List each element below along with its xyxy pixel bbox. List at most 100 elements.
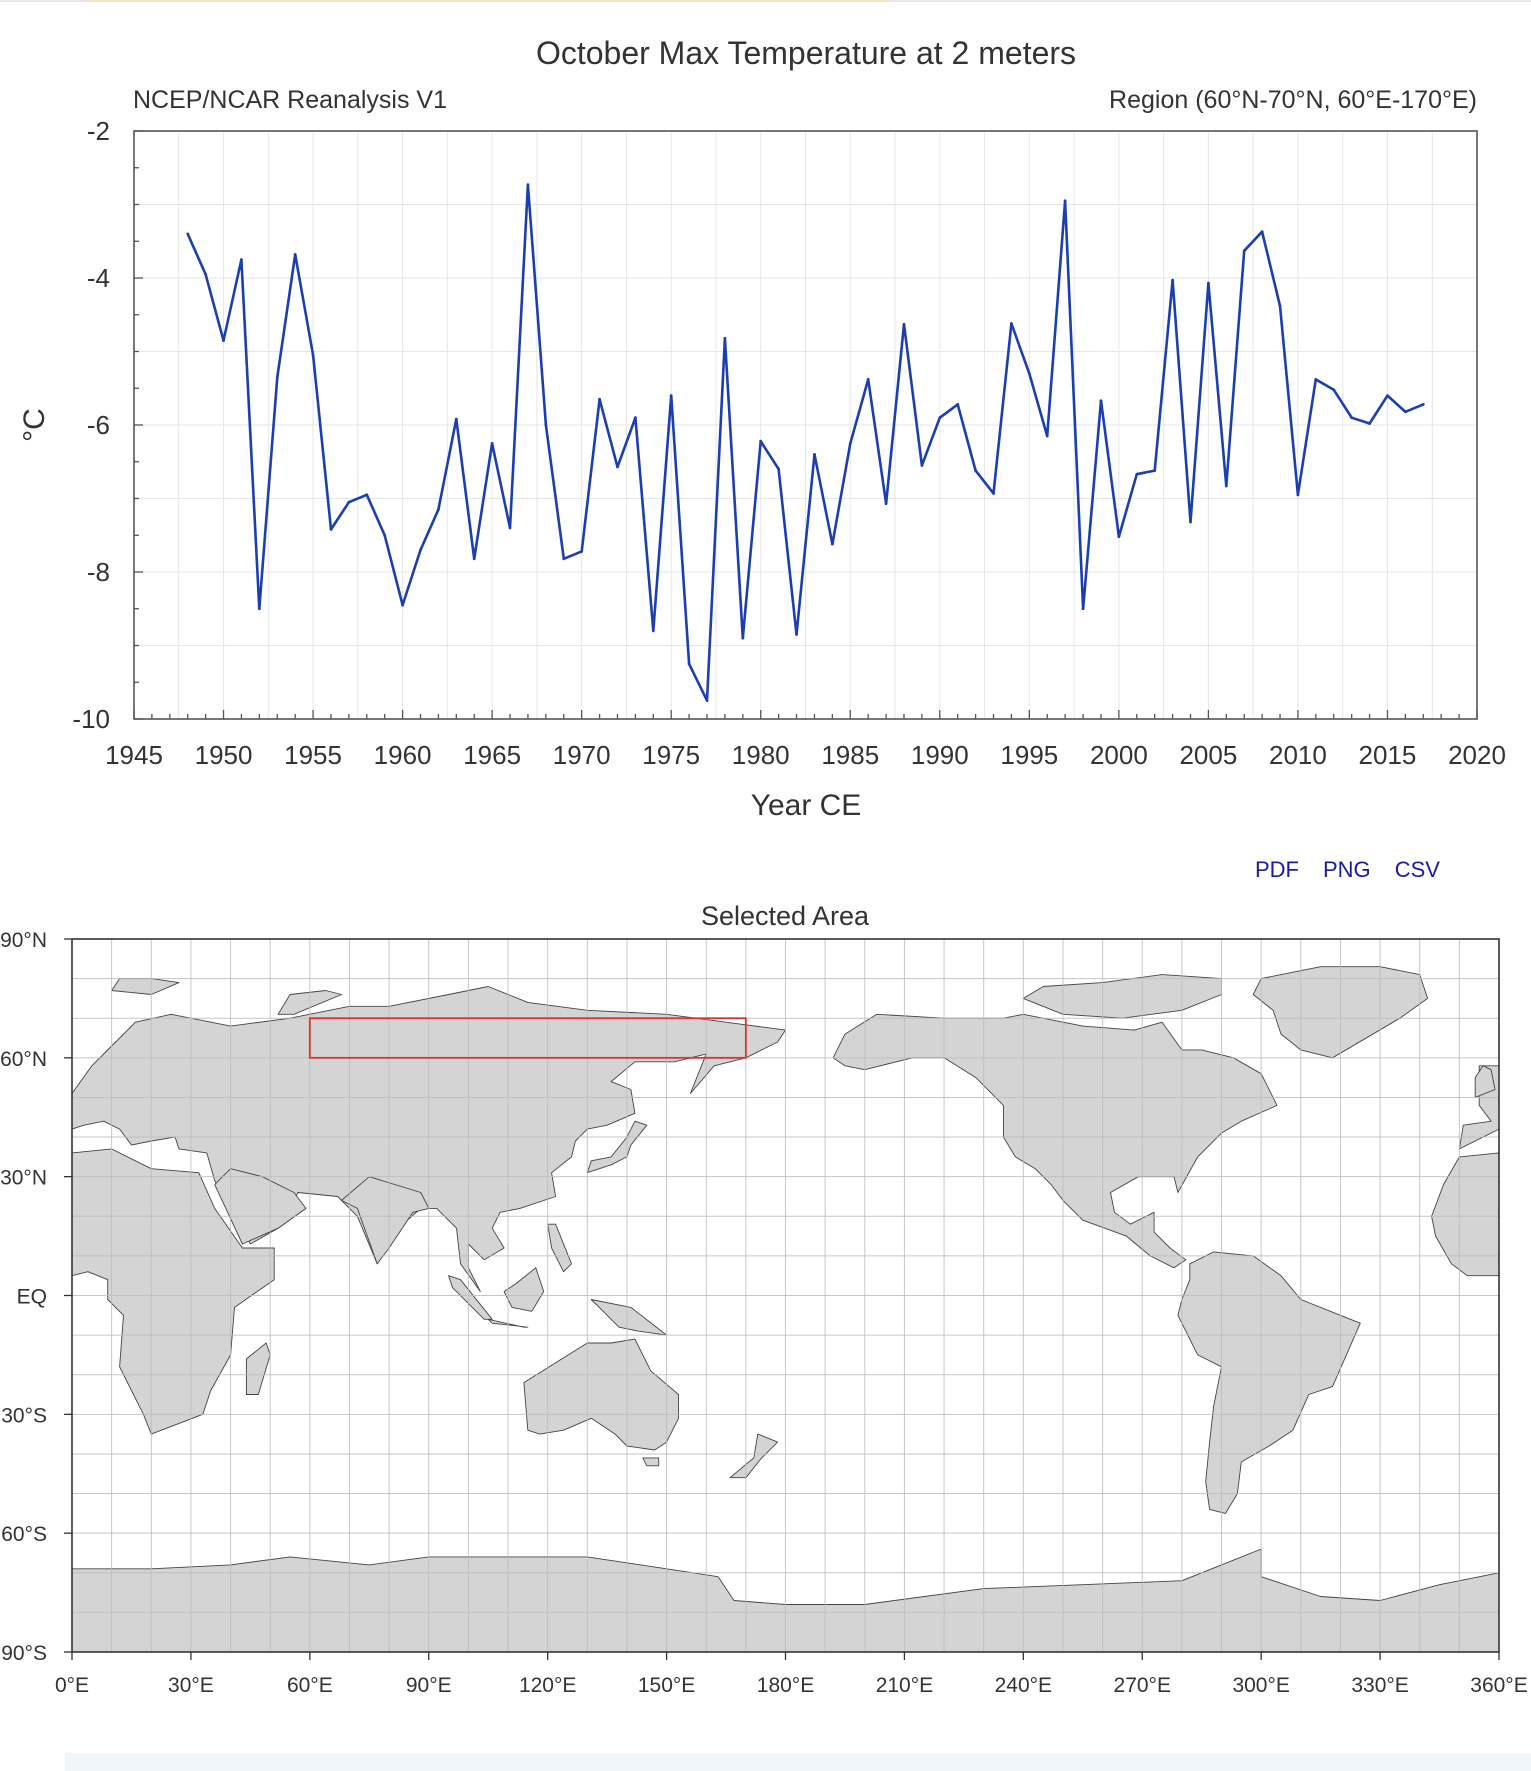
data-point bbox=[311, 353, 315, 357]
data-point bbox=[293, 253, 297, 256]
landmass-africa bbox=[71, 1148, 275, 1435]
landmass-antarctica bbox=[71, 1548, 1500, 1653]
landmass-philippines bbox=[547, 1223, 572, 1273]
data-point bbox=[1403, 410, 1407, 414]
data-point bbox=[1117, 535, 1121, 539]
landmass-uk bbox=[1474, 1065, 1496, 1098]
data-point bbox=[1314, 378, 1318, 381]
data-point bbox=[992, 491, 995, 495]
download-png-link[interactable]: PNG bbox=[1323, 857, 1371, 882]
data-point bbox=[616, 465, 619, 469]
data-point bbox=[419, 548, 422, 552]
series-line bbox=[186, 183, 1424, 702]
landmass-newguinea bbox=[590, 1299, 668, 1336]
data-point bbox=[240, 258, 243, 262]
longitude-label: 60°E bbox=[287, 1674, 333, 1697]
y-tick-label: -10 bbox=[72, 704, 110, 734]
data-point bbox=[813, 453, 816, 456]
x-axis-tick-labels: 1945 1950 1955 1960 1965 1970 1975 1980 1985 1990… bbox=[105, 740, 1506, 770]
data-point bbox=[598, 397, 601, 401]
longitude-label: 30°E bbox=[168, 1674, 214, 1697]
data-point bbox=[454, 417, 458, 421]
latitude-label: 90°S bbox=[1, 1642, 47, 1665]
bottom-panel bbox=[65, 1753, 1531, 1771]
download-pdf-link[interactable]: PDF bbox=[1255, 857, 1299, 882]
x-axis-label: Year CE bbox=[751, 789, 862, 822]
x-tick-label: 1965 bbox=[463, 740, 521, 770]
x-tick-label: 2005 bbox=[1179, 740, 1237, 770]
data-point bbox=[490, 441, 494, 445]
series-points bbox=[186, 183, 1425, 703]
landmass-sumatra bbox=[448, 1275, 493, 1320]
longitude-label: 300°E bbox=[1232, 1674, 1289, 1697]
line-chart: October Max Temperature at 2 meters NCEP… bbox=[18, 35, 1506, 822]
data-point bbox=[222, 339, 225, 342]
chart-subtitle-left: NCEP/NCAR Reanalysis V1 bbox=[133, 86, 447, 114]
landmass-india bbox=[341, 1176, 430, 1265]
data-point bbox=[186, 232, 190, 236]
data-point bbox=[1421, 403, 1425, 406]
data-point bbox=[1010, 322, 1013, 325]
map-frame bbox=[71, 938, 1500, 1653]
longitude-label: 270°E bbox=[1114, 1674, 1171, 1697]
axis-ticks bbox=[133, 130, 1478, 720]
longitude-label: 120°E bbox=[519, 1674, 576, 1697]
map-landmasses bbox=[71, 966, 1500, 1653]
data-point bbox=[1135, 472, 1139, 476]
top-accent-bar bbox=[85, 0, 890, 2]
latitude-label: 60°N bbox=[0, 1048, 47, 1071]
data-point bbox=[1242, 249, 1246, 253]
x-tick-label: 1975 bbox=[642, 740, 700, 770]
data-point bbox=[580, 550, 584, 553]
chart-title: October Max Temperature at 2 meters bbox=[536, 35, 1076, 71]
x-tick-label: 2000 bbox=[1090, 740, 1148, 770]
landmass-greenland bbox=[1252, 966, 1429, 1059]
landmass-madagascar bbox=[245, 1342, 271, 1395]
data-point bbox=[1099, 399, 1103, 403]
longitude-label: 150°E bbox=[638, 1674, 695, 1697]
landmass-europe-west bbox=[1458, 1065, 1500, 1150]
data-point bbox=[687, 662, 691, 666]
data-point bbox=[1332, 388, 1336, 392]
landmass-africa-east bbox=[1431, 1152, 1500, 1277]
longitude-label: 180°E bbox=[757, 1674, 814, 1697]
data-point bbox=[1386, 394, 1389, 397]
y-tick-label: -8 bbox=[87, 557, 110, 587]
data-point bbox=[795, 633, 798, 636]
data-point bbox=[669, 394, 673, 397]
data-point bbox=[472, 557, 476, 561]
latitude-label: 60°S bbox=[1, 1523, 47, 1546]
x-tick-label: 1980 bbox=[732, 740, 790, 770]
x-tick-label: 1945 bbox=[105, 740, 163, 770]
latitude-label: 30°S bbox=[1, 1404, 47, 1427]
landmass-tasmania bbox=[642, 1457, 660, 1467]
landmass-svalbard bbox=[111, 978, 180, 995]
download-csv-link[interactable]: CSV bbox=[1394, 857, 1440, 882]
x-tick-label: 1970 bbox=[553, 740, 611, 770]
y-axis-label: °C bbox=[18, 408, 51, 442]
data-point bbox=[562, 557, 566, 561]
data-point bbox=[1063, 199, 1067, 203]
data-point bbox=[705, 699, 709, 703]
data-point bbox=[1207, 281, 1210, 285]
data-point bbox=[329, 527, 333, 531]
x-tick-label: 1955 bbox=[284, 740, 342, 770]
data-point bbox=[1081, 607, 1085, 611]
data-point bbox=[1153, 469, 1157, 472]
landmass-novaya-zemlya bbox=[277, 990, 342, 1015]
x-tick-label: 1995 bbox=[1000, 740, 1058, 770]
data-point bbox=[741, 636, 745, 640]
data-point bbox=[1260, 230, 1264, 234]
latitude-label: 30°N bbox=[0, 1167, 47, 1190]
landmass-eurasia bbox=[71, 986, 786, 1292]
data-point bbox=[848, 441, 852, 445]
data-point bbox=[347, 500, 351, 504]
x-tick-label: 2020 bbox=[1448, 740, 1506, 770]
download-links: PDF PNG CSV bbox=[1255, 857, 1440, 883]
data-point bbox=[759, 439, 763, 443]
data-point bbox=[437, 508, 440, 511]
longitude-label: 210°E bbox=[876, 1674, 933, 1697]
landmass-borneo bbox=[503, 1267, 545, 1312]
data-point bbox=[777, 467, 781, 471]
landmass-newzealand bbox=[729, 1433, 779, 1479]
